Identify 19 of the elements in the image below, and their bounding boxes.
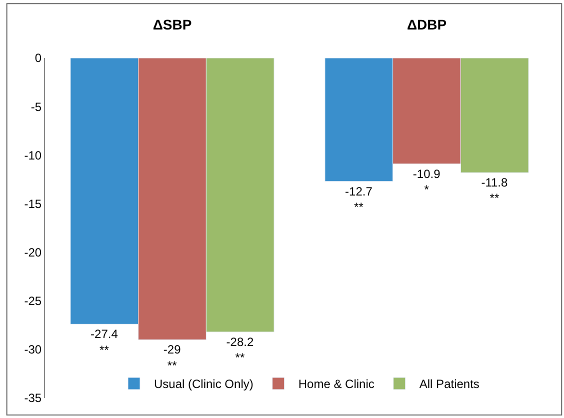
data-label: -28.2 ** xyxy=(226,334,254,365)
y-tick-label: -25 xyxy=(24,294,42,308)
data-label: -11.8 ** xyxy=(481,176,508,206)
data-label: -12.7 ** xyxy=(345,184,373,214)
y-tick-label: -35 xyxy=(24,391,42,406)
x-tick-label: ΔSBP xyxy=(152,16,192,32)
y-tick-label: -5 xyxy=(30,100,42,114)
y-tick-label: -30 xyxy=(24,342,42,357)
y-tick-label: -10 xyxy=(24,148,42,162)
data-label: -27.4 ** xyxy=(90,327,118,357)
y-tick-label: -15 xyxy=(24,196,42,211)
legend-label: All Patients xyxy=(419,377,480,392)
data-label: -10.9 * xyxy=(412,166,441,196)
y-tick-label: 0 xyxy=(34,51,42,66)
x-tick-label: ΔDBP xyxy=(406,16,447,32)
y-tick-label: -20 xyxy=(24,245,42,260)
data-label: -29 ** xyxy=(163,342,182,372)
legend-label: Usual (Clinic Only) xyxy=(154,377,254,392)
legend-label: Home & Clinic xyxy=(298,377,374,392)
